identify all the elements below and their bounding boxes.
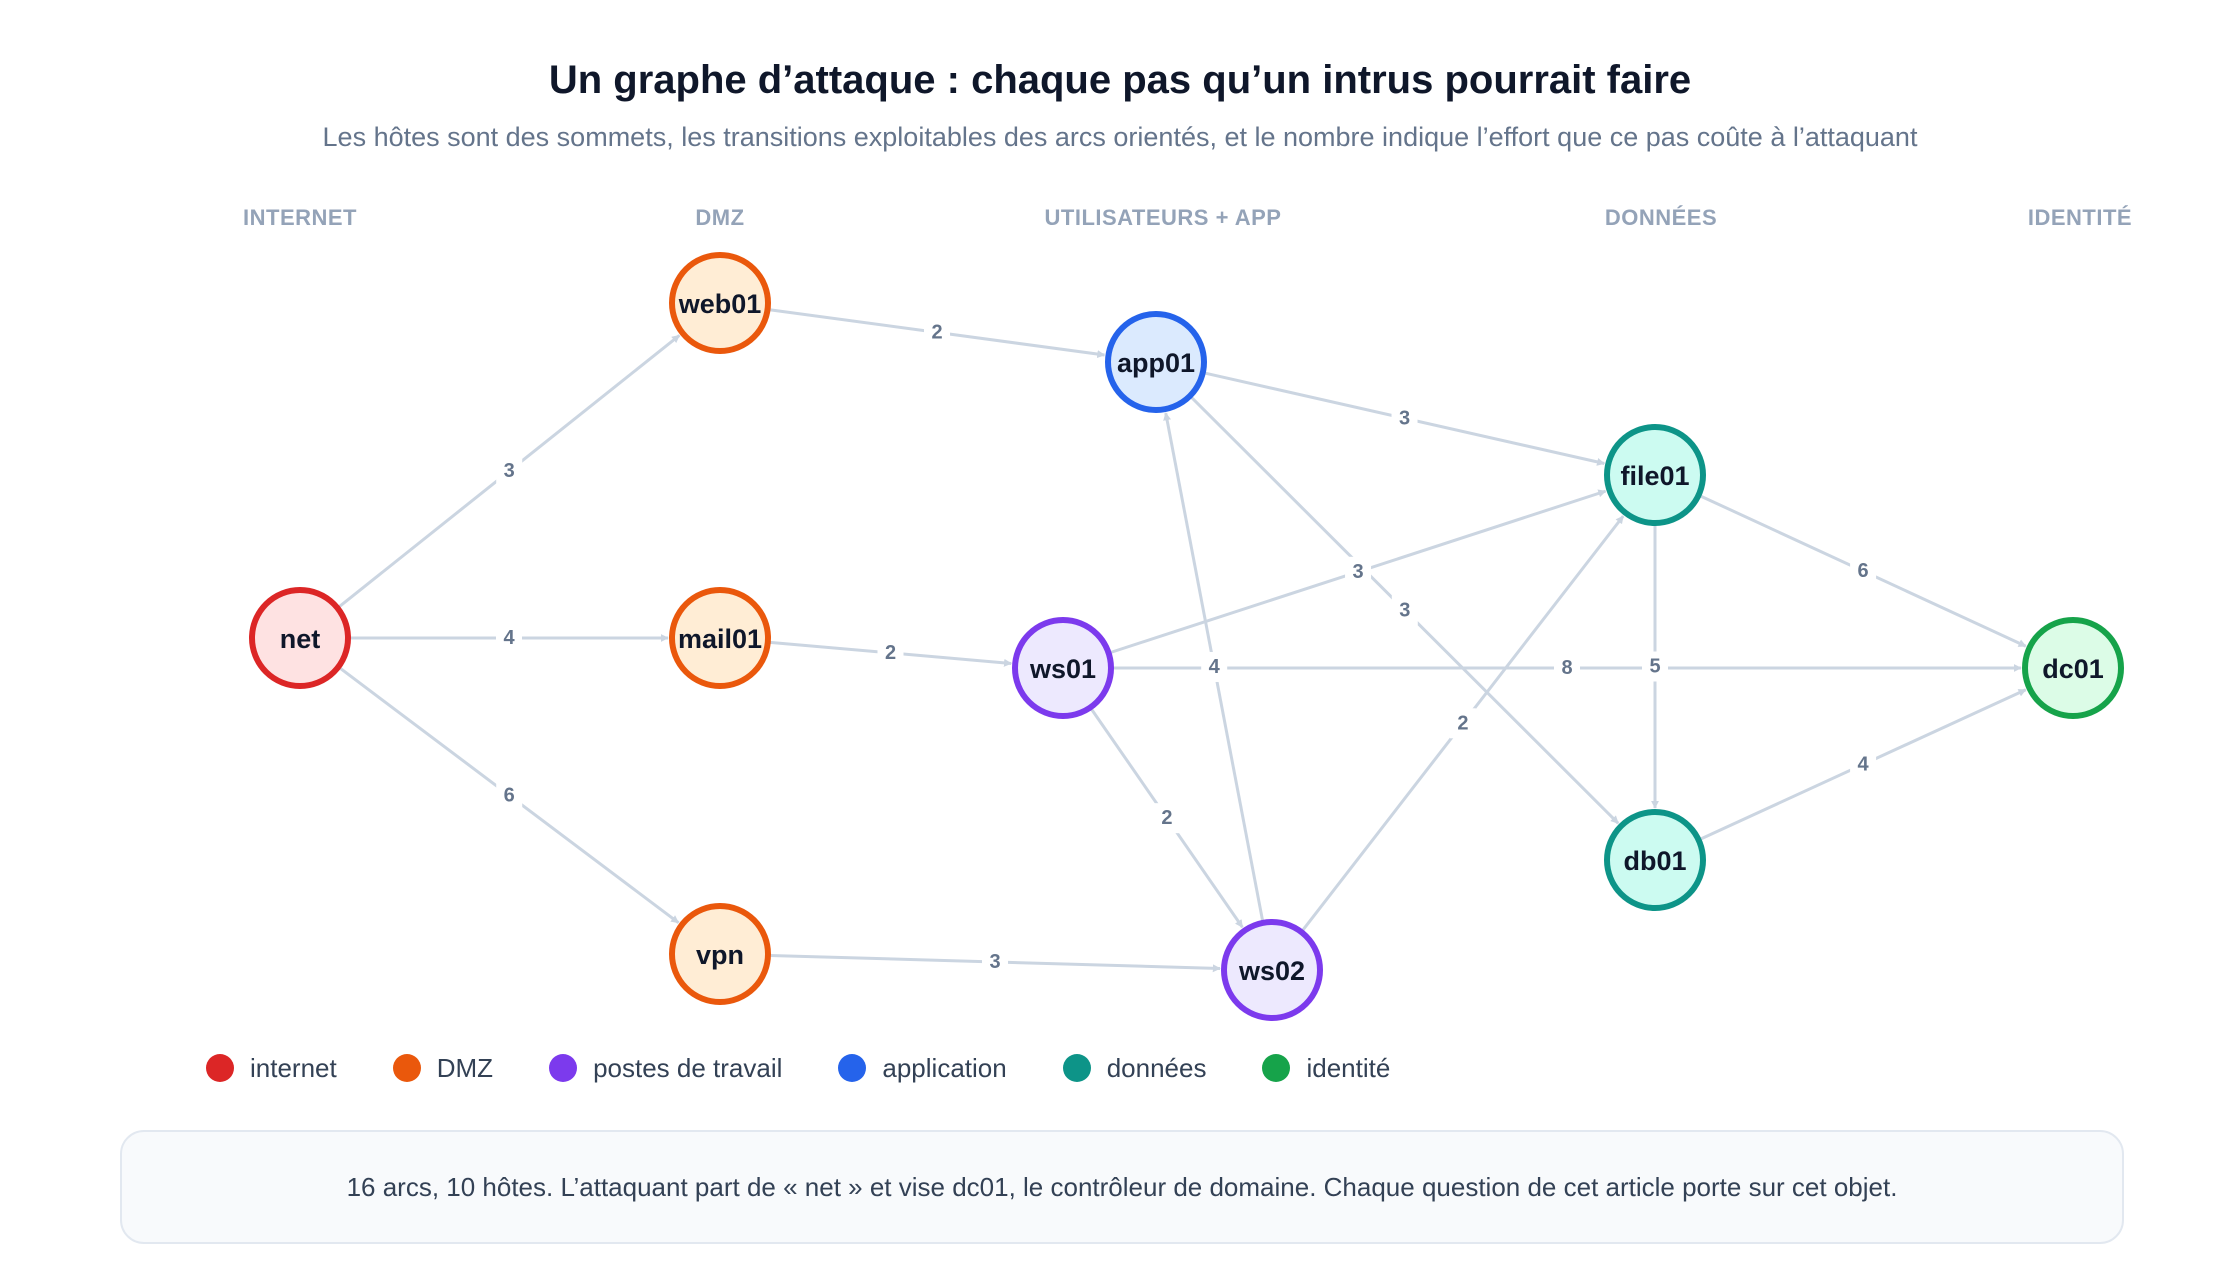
edge-weight-label: 3	[1399, 407, 1410, 429]
footer-text: 16 arcs, 10 hôtes. L’attaquant part de «…	[346, 1171, 1898, 1202]
node-circle	[1604, 809, 1706, 911]
node-web01: web01	[669, 252, 771, 354]
node-dc01: dc01	[2022, 617, 2124, 719]
node-db01: db01	[1604, 809, 1706, 911]
edge-weight-label: 2	[1457, 712, 1468, 734]
node-label: web01	[678, 289, 762, 319]
legend-item-internet: internet	[206, 1053, 337, 1084]
edge-weight-label: 6	[1858, 560, 1869, 582]
legend-label: internet	[250, 1052, 337, 1083]
node-label: app01	[1117, 348, 1195, 378]
edge-weight-label: 2	[931, 321, 942, 343]
legend-item-identity: identité	[1262, 1053, 1390, 1084]
legend-dot-icon	[549, 1054, 578, 1082]
column-label-users-app: UTILISATEURS + APP	[1044, 205, 1282, 230]
edge-weight-label: 4	[1858, 753, 1870, 775]
edge-weight-label: 6	[504, 784, 515, 806]
edge-weight-label: 5	[1649, 656, 1660, 678]
edge-weight-label: 3	[504, 460, 515, 482]
legend-item-workstations: postes de travail	[549, 1053, 782, 1084]
edge-weight-background	[924, 317, 951, 348]
nodes-layer: net web01 mail01 vpn app01 ws01 ws02 file01 db01…	[249, 252, 2124, 1021]
edge-weight-label: 3	[1352, 561, 1363, 583]
edge-weight-background	[877, 637, 904, 668]
edge-weight-label: 2	[1161, 807, 1172, 829]
node-label: db01	[1623, 846, 1686, 876]
node-file01: file01	[1604, 424, 1706, 526]
edge-weight-label: 4	[1209, 656, 1221, 678]
column-label-data: DONNÉES	[1604, 205, 1718, 230]
legend-label: données	[1106, 1052, 1207, 1083]
edge-weights-layer: 3 4 6 2 2 3 3 3 3 8 2 4 2 6 5 4	[496, 317, 1877, 977]
node-circle	[669, 587, 771, 689]
edge-weight-background	[1850, 749, 1877, 780]
footer-note: 16 arcs, 10 hôtes. L’attaquant part de «…	[120, 1130, 2124, 1244]
edge-weight-label: 4	[503, 627, 515, 649]
legend-dot-icon	[206, 1054, 234, 1082]
node-app01: app01	[1105, 311, 1207, 413]
node-circle	[1012, 617, 1114, 719]
node-label: ws01	[1029, 654, 1096, 684]
edge-weight-background	[1345, 556, 1372, 587]
edge-weight-background	[496, 456, 523, 487]
node-net: net	[249, 587, 351, 689]
edge-weight-background	[1391, 595, 1418, 626]
legend-dot-icon	[1062, 1054, 1091, 1082]
edge-weight-background	[1850, 556, 1877, 587]
legend-label: DMZ	[436, 1052, 494, 1083]
edges-layer	[338, 308, 2027, 973]
node-circle	[1221, 919, 1323, 1021]
node-circle	[2022, 617, 2124, 719]
node-label: dc01	[2042, 654, 2104, 684]
edge-weight-background	[1554, 653, 1580, 683]
node-circle	[1604, 424, 1706, 526]
legend-dot-icon	[1262, 1054, 1291, 1082]
diagram-title: Un graphe d’attaque : chaque pas qu’un i…	[548, 58, 1692, 102]
node-label: net	[280, 624, 321, 654]
column-label-internet: INTERNET	[243, 205, 357, 230]
node-circle	[249, 587, 351, 689]
legend-label: identité	[1306, 1052, 1391, 1083]
legend-item-data: données	[1062, 1052, 1207, 1084]
edge-weight-background	[1642, 651, 1668, 682]
legend: internet DMZ postes de travail applicati…	[206, 1048, 1446, 1088]
legend-item-application: application	[838, 1052, 1007, 1084]
legend-label: postes de travail	[593, 1052, 783, 1083]
edge-weight-background	[1391, 403, 1418, 434]
node-circle	[1105, 311, 1207, 413]
edge-weight-label: 2	[885, 642, 896, 664]
node-mail01: mail01	[669, 587, 771, 689]
edge-weight-background	[1153, 803, 1180, 834]
node-label: file01	[1620, 461, 1689, 491]
edge-weight-background	[496, 780, 523, 811]
legend-item-dmz: DMZ	[392, 1052, 494, 1084]
column-label-dmz: DMZ	[695, 205, 745, 230]
legend-label: application	[882, 1052, 1007, 1083]
edge-weight-label: 8	[1561, 657, 1572, 679]
legend-dot-icon	[392, 1054, 421, 1082]
edge-weight-label: 3	[989, 951, 1000, 973]
edge-weight-label: 3	[1399, 599, 1410, 621]
node-vpn: vpn	[669, 903, 771, 1005]
edge-weight-background	[496, 623, 522, 653]
node-label: vpn	[696, 940, 744, 970]
diagram-subtitle: Les hôtes sont des sommets, les transiti…	[322, 122, 1918, 152]
node-circle	[669, 903, 771, 1005]
edge-weight-background	[1449, 708, 1476, 739]
node-circle	[669, 252, 771, 354]
node-label: mail01	[678, 624, 762, 654]
edge-weight-background	[982, 946, 1009, 977]
node-ws01: ws01	[1012, 617, 1114, 719]
edge-weight-background	[1201, 651, 1228, 682]
node-label: ws02	[1238, 956, 1305, 986]
node-ws02: ws02	[1221, 919, 1323, 1021]
column-label-identity: IDENTITÉ	[2027, 205, 2133, 230]
legend-dot-icon	[838, 1054, 867, 1082]
